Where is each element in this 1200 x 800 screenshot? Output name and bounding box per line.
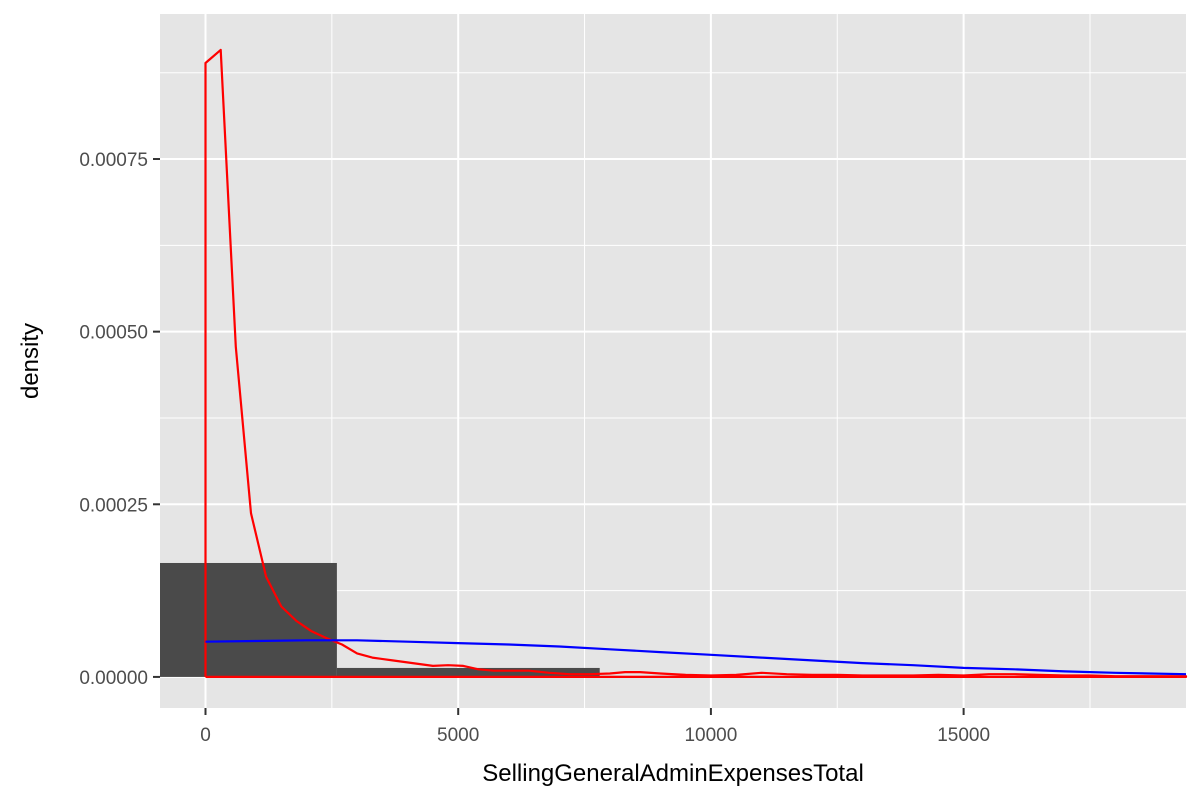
x-axis-title: SellingGeneralAdminExpensesTotal [482,760,864,787]
y-axis: 0.00000 0.00025 0.00050 0.00075 [79,150,160,689]
y-tick-label: 0.00050 [79,323,148,344]
x-tick-label: 5000 [437,725,479,746]
y-tick-label: 0.00000 [79,668,148,689]
y-tick-label: 0.00025 [79,495,148,516]
y-tick-label: 0.00075 [79,150,148,171]
x-axis: 0 5000 10000 15000 [200,708,990,746]
x-tick-label: 15000 [937,725,990,746]
histogram-bar [336,667,600,677]
normal-density-curve [205,639,1187,676]
y-axis-title: density [17,323,44,399]
kernel-density-curve [204,48,1188,679]
x-tick-label: 0 [200,725,211,746]
minor-gridlines [160,14,1186,708]
x-tick-label: 10000 [684,725,737,746]
density-curves [204,48,1188,679]
histogram-bar [160,562,337,677]
